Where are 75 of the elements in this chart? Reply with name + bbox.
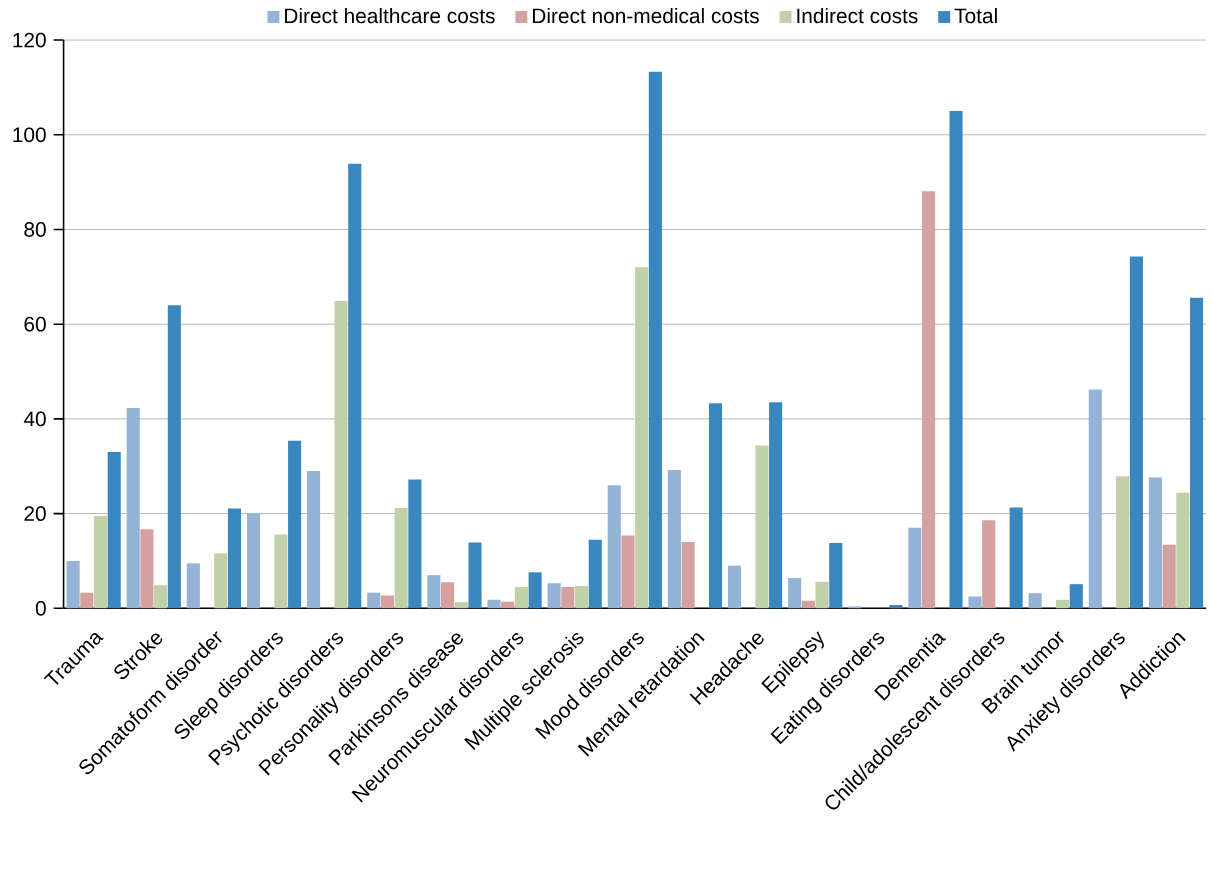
bar [801, 600, 815, 609]
bar [367, 592, 381, 609]
bar [274, 534, 288, 609]
bar [1162, 544, 1176, 609]
legend-label: Direct healthcare costs [285, 7, 495, 24]
bar [769, 402, 783, 609]
legend-label: Direct non-medical costs [533, 7, 759, 24]
bar [829, 542, 843, 609]
bar [66, 560, 80, 609]
bar [708, 403, 723, 609]
bar [154, 584, 168, 609]
bar [1009, 507, 1023, 609]
bar [514, 586, 528, 609]
bar [1129, 256, 1143, 609]
bar [889, 604, 903, 609]
bar [635, 267, 649, 609]
bar [1069, 583, 1083, 609]
bar [1148, 477, 1162, 609]
bar [80, 592, 94, 609]
bar [126, 407, 140, 609]
bar [380, 595, 394, 609]
bar [1088, 389, 1102, 609]
bar [1028, 592, 1042, 609]
bar [621, 535, 635, 609]
bar [348, 163, 362, 609]
bar [214, 553, 228, 609]
bar [307, 470, 321, 609]
y-tick-label: 20 [24, 506, 46, 521]
bar [93, 515, 108, 609]
bar [1176, 492, 1190, 609]
bar [574, 585, 589, 609]
bar [588, 539, 602, 609]
y-tick-label: 0 [35, 600, 46, 616]
bar [408, 479, 422, 609]
legend-label: Total [954, 7, 997, 24]
bar [394, 507, 408, 609]
bar [1189, 297, 1204, 609]
y-tick-label: 60 [24, 316, 46, 332]
bar [246, 513, 261, 609]
bar [167, 305, 181, 609]
bar [908, 527, 922, 609]
bar [968, 596, 982, 609]
bar [1116, 475, 1130, 609]
bar [922, 190, 936, 609]
bar [561, 586, 575, 609]
bar [982, 520, 996, 609]
bar [227, 508, 242, 609]
bar [487, 599, 501, 609]
bar [441, 582, 455, 609]
bar [667, 469, 681, 609]
bar [186, 563, 200, 609]
bar [607, 484, 621, 609]
y-tick-label: 120 [13, 32, 46, 48]
bar [334, 300, 348, 609]
bar [1056, 599, 1070, 609]
bar [949, 110, 963, 609]
y-tick-label: 80 [24, 221, 46, 237]
bar [454, 601, 468, 609]
bar [288, 440, 302, 609]
y-tick-label: 100 [13, 127, 46, 142]
bar [427, 574, 441, 609]
y-tick-label: 40 [23, 411, 46, 427]
bar [681, 541, 695, 609]
bar [815, 581, 829, 609]
legend-label: Indirect costs [797, 7, 918, 24]
bar [107, 451, 121, 609]
bar [788, 577, 802, 609]
bar [547, 582, 561, 609]
bar [528, 572, 542, 609]
bar [648, 71, 662, 609]
bar [727, 565, 742, 609]
bar [501, 601, 515, 609]
bar [468, 542, 482, 609]
bar [140, 529, 154, 609]
bar [755, 445, 769, 609]
